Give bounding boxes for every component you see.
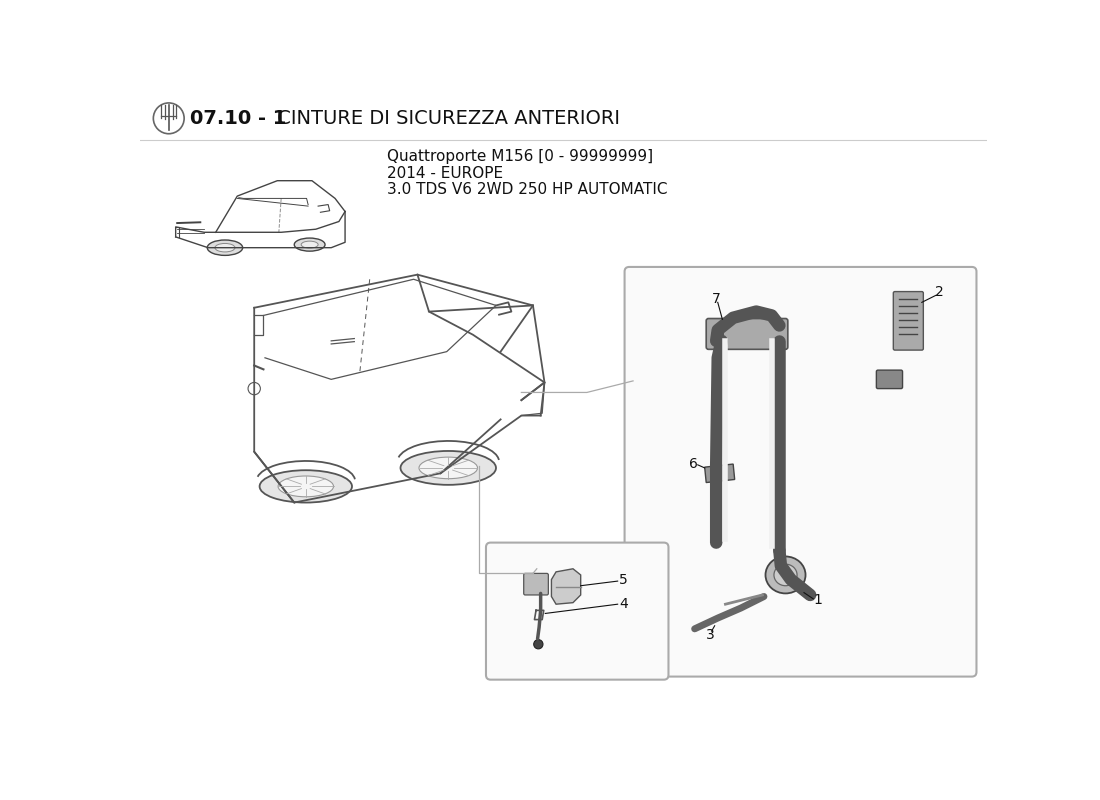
Ellipse shape [260,470,352,502]
Text: 2: 2 [935,286,944,299]
Polygon shape [705,464,735,482]
Ellipse shape [301,241,318,248]
Text: CINTURE DI SICUREZZA ANTERIORI: CINTURE DI SICUREZZA ANTERIORI [271,109,620,128]
Text: 7: 7 [712,291,720,306]
Text: Quattroporte M156 [0 - 99999999]: Quattroporte M156 [0 - 99999999] [387,149,652,163]
Circle shape [713,329,723,339]
Circle shape [534,640,543,649]
Text: 4: 4 [619,597,628,611]
Text: 6: 6 [689,457,697,471]
Text: 2014 - EUROPE: 2014 - EUROPE [387,166,503,181]
Polygon shape [551,569,581,604]
Text: 3.0 TDS V6 2WD 250 HP AUTOMATIC: 3.0 TDS V6 2WD 250 HP AUTOMATIC [387,182,667,198]
Text: 07.10 - 1: 07.10 - 1 [190,109,287,128]
Ellipse shape [419,457,477,478]
Ellipse shape [400,451,496,485]
Ellipse shape [774,564,798,586]
Text: 3: 3 [706,628,714,642]
FancyBboxPatch shape [706,318,788,350]
Text: 1: 1 [813,594,823,607]
Ellipse shape [214,243,235,252]
FancyBboxPatch shape [625,267,977,677]
Ellipse shape [207,240,243,255]
Text: 5: 5 [619,573,628,586]
FancyBboxPatch shape [893,291,923,350]
FancyBboxPatch shape [486,542,669,680]
Ellipse shape [766,557,805,594]
FancyBboxPatch shape [524,574,548,595]
FancyBboxPatch shape [877,370,902,389]
Ellipse shape [295,238,326,251]
Ellipse shape [278,476,333,497]
